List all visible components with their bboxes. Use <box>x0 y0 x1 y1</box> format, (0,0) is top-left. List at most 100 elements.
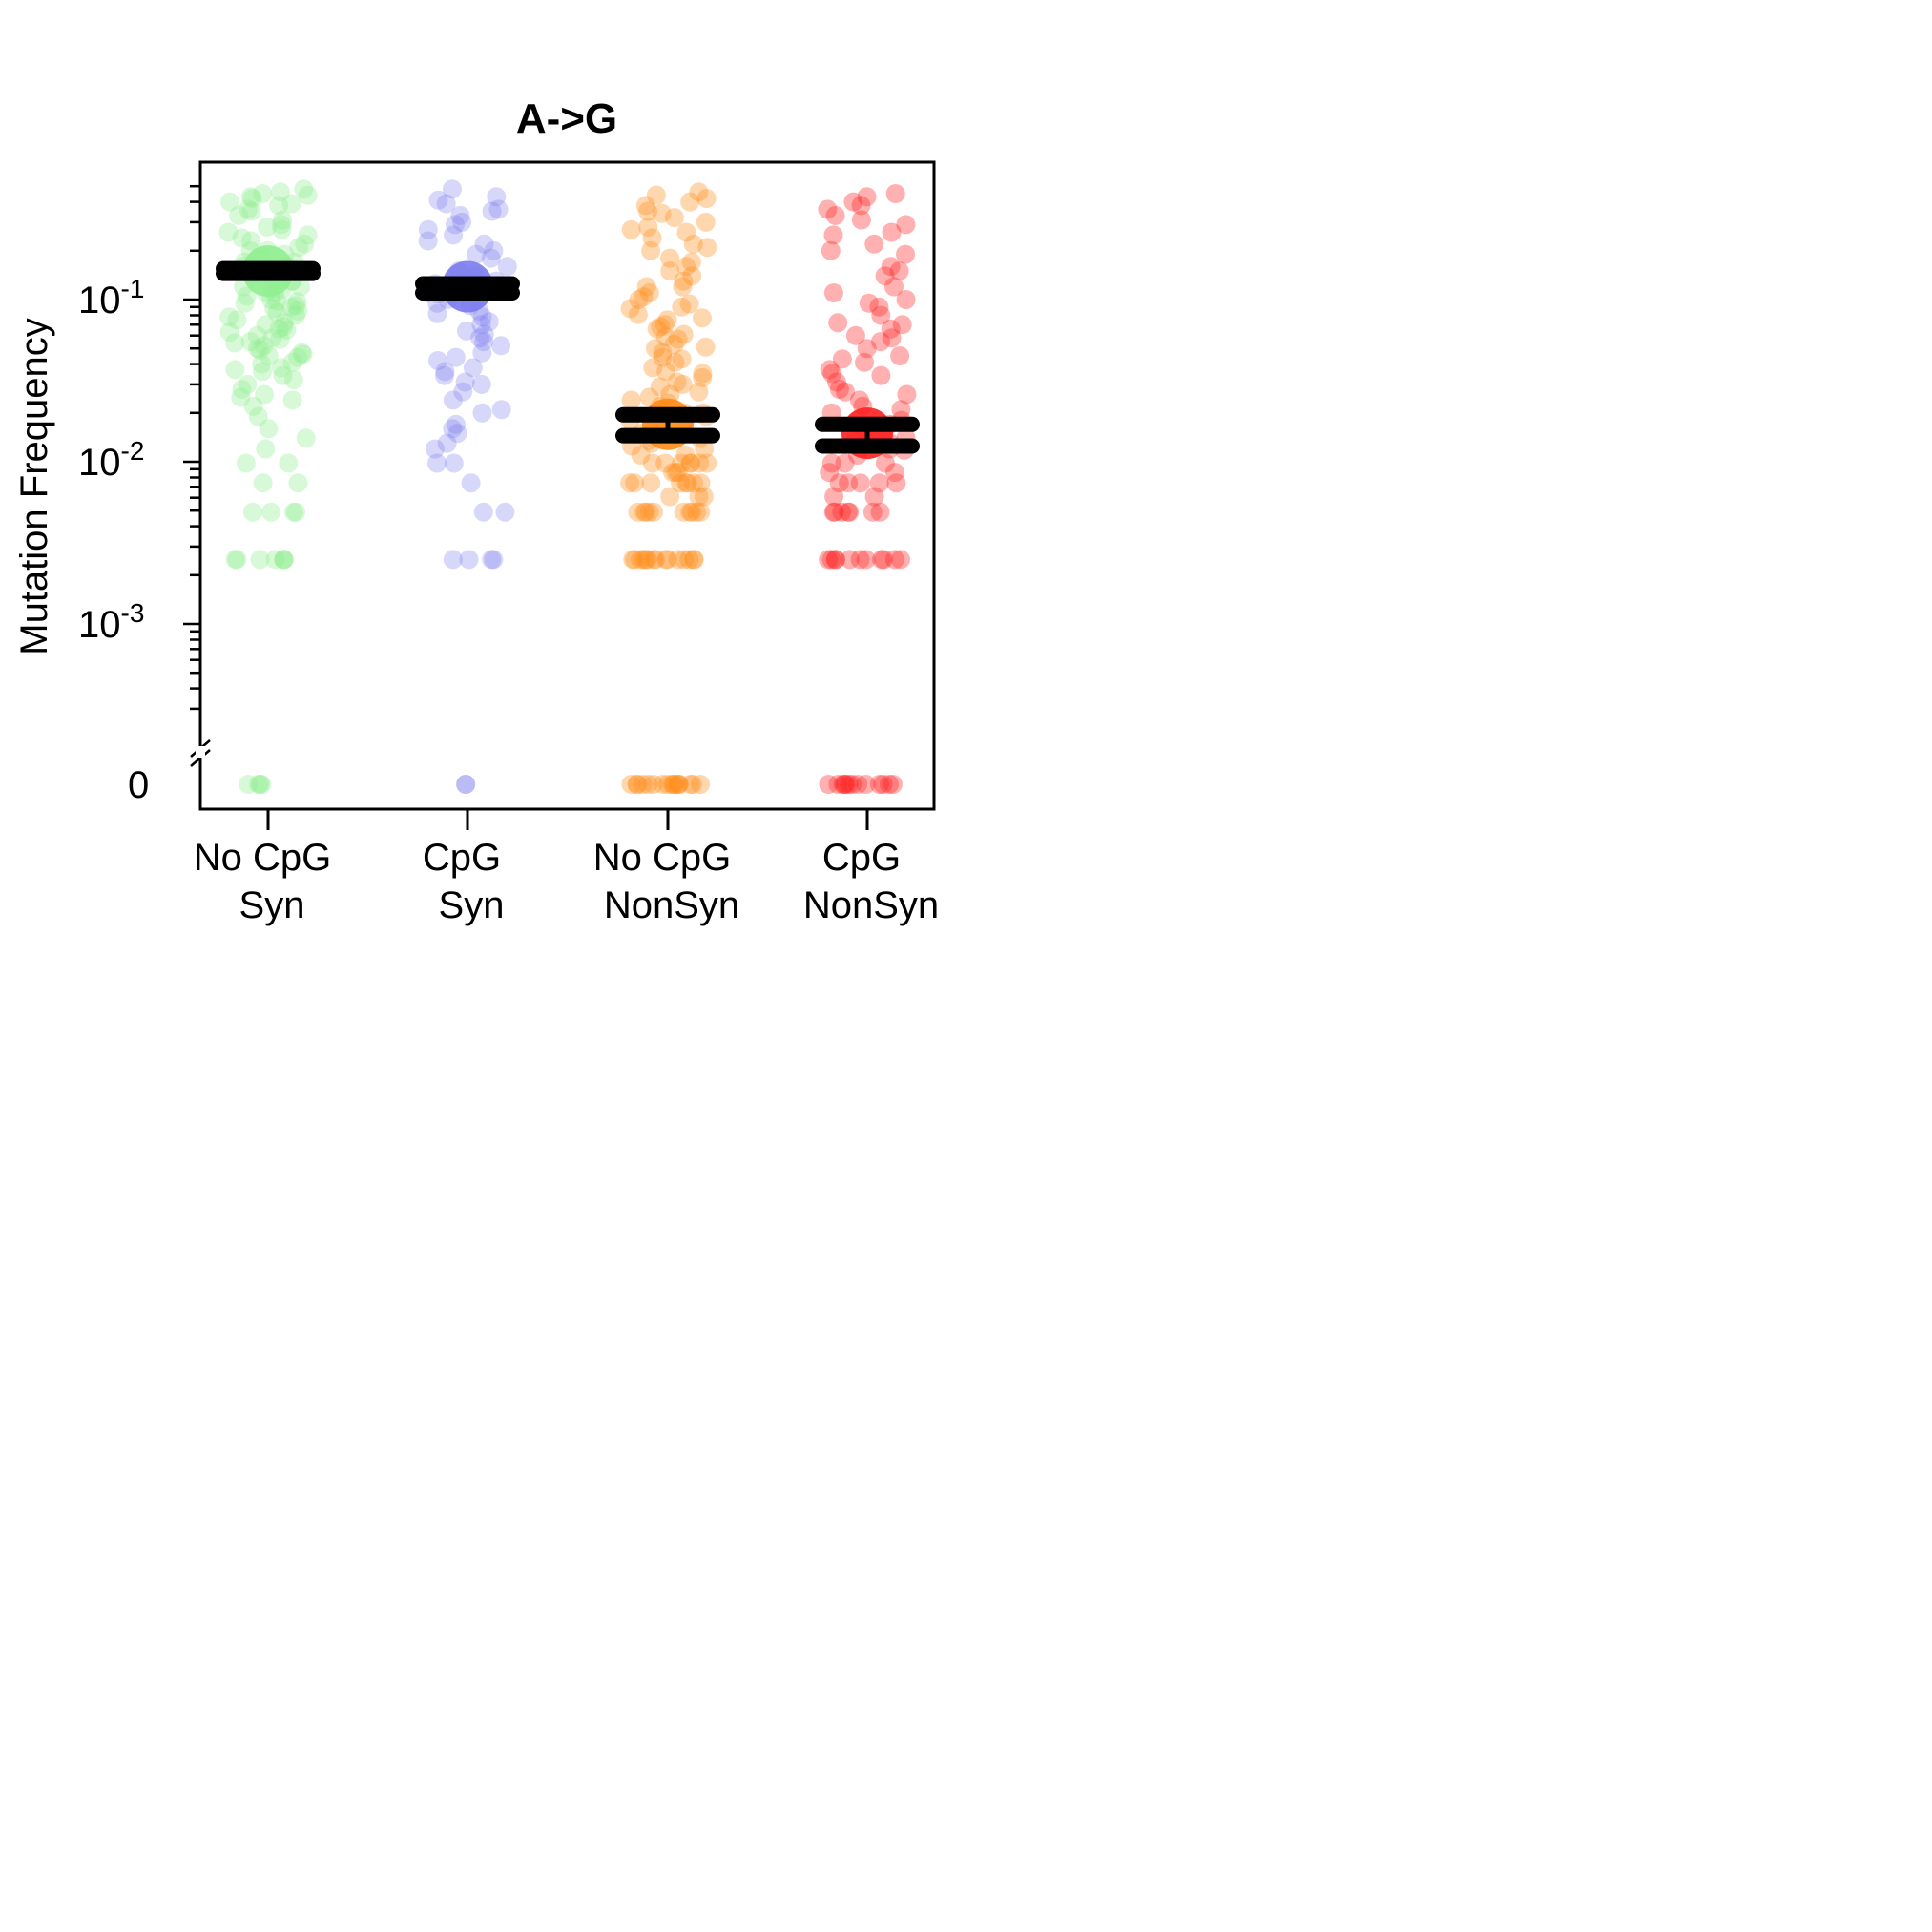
data-point <box>285 305 305 325</box>
data-point <box>240 332 260 352</box>
data-point <box>241 231 260 251</box>
data-point <box>628 304 648 324</box>
data-point <box>252 775 272 794</box>
data-point <box>883 775 903 794</box>
data-point <box>871 305 891 325</box>
data-point <box>674 271 694 291</box>
data-point <box>653 775 673 794</box>
data-point <box>272 219 292 239</box>
data-point <box>643 775 663 794</box>
data-point <box>281 297 301 317</box>
data-point <box>631 550 650 570</box>
data-point <box>240 187 260 207</box>
data-point <box>850 473 870 493</box>
data-point <box>679 550 699 570</box>
data-point <box>680 453 700 473</box>
data-point <box>461 473 481 493</box>
x-category-label-line1: No CpG <box>194 837 332 879</box>
data-point <box>253 362 272 382</box>
data-point <box>696 212 716 232</box>
data-point <box>691 775 711 794</box>
data-point <box>443 419 463 439</box>
data-point <box>862 502 883 522</box>
data-point <box>292 343 312 363</box>
data-point <box>296 428 316 448</box>
data-point <box>231 387 251 407</box>
data-point <box>625 550 645 570</box>
data-point <box>875 453 895 473</box>
data-point <box>236 453 256 473</box>
data-point <box>294 179 314 199</box>
data-point <box>825 550 845 570</box>
data-point <box>651 317 671 337</box>
data-point <box>634 550 654 570</box>
data-point <box>857 187 877 207</box>
data-point <box>672 297 692 317</box>
data-point <box>249 775 269 794</box>
x-category-label-line1: CpG <box>822 837 901 879</box>
data-point <box>629 290 649 309</box>
data-point <box>446 347 466 367</box>
data-point <box>850 550 870 570</box>
data-point <box>820 463 840 483</box>
data-point <box>680 453 700 473</box>
data-point <box>225 360 245 380</box>
data-point <box>869 473 889 493</box>
data-point <box>428 190 448 210</box>
data-point <box>646 339 665 359</box>
data-point <box>488 199 509 219</box>
data-point <box>435 362 455 382</box>
data-point <box>840 550 860 570</box>
data-point <box>427 303 447 323</box>
data-point <box>682 502 702 522</box>
data-point <box>484 240 504 260</box>
data-point <box>253 184 273 203</box>
data-point <box>455 372 475 392</box>
data-point <box>882 222 902 242</box>
data-point <box>819 775 839 794</box>
data-point <box>891 400 911 420</box>
data-point <box>684 473 704 493</box>
data-point <box>271 182 290 202</box>
data-point <box>656 550 676 570</box>
data-point <box>680 192 700 212</box>
data-point <box>474 324 494 344</box>
x-axis: No CpG Syn CpG Syn No CpG NonSyn CpG NonSyn <box>194 809 939 926</box>
data-point <box>656 362 676 382</box>
data-point <box>254 336 274 356</box>
series-2-points <box>418 179 517 794</box>
data-point <box>286 296 306 316</box>
data-point <box>418 231 438 251</box>
data-point <box>446 414 466 434</box>
data-point <box>427 453 447 473</box>
data-point <box>693 308 712 328</box>
data-point <box>668 550 688 570</box>
data-point <box>874 550 894 570</box>
data-point <box>447 424 467 444</box>
data-point <box>828 313 848 333</box>
data-point <box>680 502 700 522</box>
data-point <box>675 446 696 465</box>
data-point <box>896 215 916 235</box>
data-point <box>634 502 654 522</box>
data-point <box>869 297 889 317</box>
data-point <box>691 502 711 522</box>
data-point <box>288 473 308 493</box>
data-point <box>428 351 447 370</box>
data-point <box>845 325 865 345</box>
data-point <box>641 240 661 260</box>
data-point <box>864 234 884 254</box>
data-point <box>219 307 239 327</box>
data-point <box>452 212 472 232</box>
data-point <box>884 463 904 483</box>
data-point <box>472 403 492 423</box>
data-point <box>621 219 641 239</box>
y-axis-break-mark <box>190 749 211 767</box>
data-point <box>832 502 852 522</box>
data-point <box>288 301 308 321</box>
data-point <box>654 315 675 335</box>
data-point <box>623 550 643 570</box>
data-point <box>679 294 699 314</box>
data-point <box>253 473 273 493</box>
data-point <box>459 550 479 570</box>
